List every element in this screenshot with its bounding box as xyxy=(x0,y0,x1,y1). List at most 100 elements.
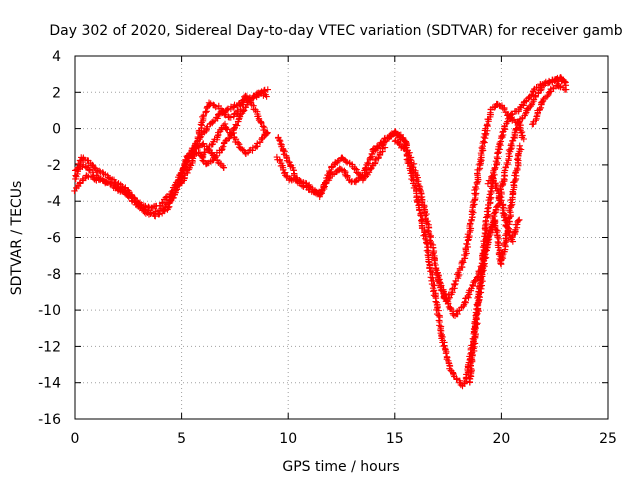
data-point xyxy=(543,93,551,100)
data-point xyxy=(508,140,515,148)
data-point xyxy=(468,367,476,374)
data-point xyxy=(202,108,209,116)
data-point xyxy=(474,300,482,307)
data-point xyxy=(232,136,240,143)
y-tick-label: -2 xyxy=(47,158,61,174)
data-point xyxy=(353,169,360,176)
data-point xyxy=(522,110,529,118)
data-point xyxy=(253,142,260,150)
data-point xyxy=(473,311,480,318)
data-point xyxy=(444,300,452,308)
data-point xyxy=(361,165,369,172)
data-point xyxy=(277,140,284,148)
data-point xyxy=(296,176,303,184)
data-point xyxy=(481,139,488,146)
series-sat-track-7 xyxy=(273,144,389,200)
data-point xyxy=(106,179,114,186)
y-tick-label: 4 xyxy=(52,49,61,65)
data-point xyxy=(242,92,249,100)
data-point xyxy=(233,122,241,129)
data-point xyxy=(528,92,535,99)
data-point xyxy=(199,157,206,164)
data-point xyxy=(401,138,408,145)
data-point xyxy=(475,308,482,315)
data-point xyxy=(263,93,270,100)
data-point xyxy=(224,126,231,133)
data-point xyxy=(471,328,478,335)
data-point xyxy=(471,186,478,194)
data-point xyxy=(473,179,481,186)
x-tick-label: 10 xyxy=(279,431,297,447)
data-point xyxy=(342,158,350,165)
data-point xyxy=(417,211,424,219)
data-point xyxy=(486,191,494,198)
data-point xyxy=(473,274,481,281)
data-point xyxy=(257,118,265,126)
data-point xyxy=(229,104,237,111)
data-point xyxy=(429,244,437,252)
data-point xyxy=(492,164,499,171)
data-point xyxy=(441,342,448,349)
data-point xyxy=(504,228,512,235)
data-point xyxy=(450,311,457,319)
data-point xyxy=(159,199,166,206)
series-sat-track-5 xyxy=(198,120,271,160)
data-point xyxy=(442,350,450,357)
y-tick-label: -4 xyxy=(47,194,61,210)
data-point xyxy=(516,142,523,150)
data-point xyxy=(405,160,412,167)
data-point xyxy=(337,165,344,173)
data-point xyxy=(288,177,295,184)
data-point xyxy=(327,169,334,176)
data-point xyxy=(506,205,513,213)
data-point xyxy=(423,210,430,218)
data-point xyxy=(169,192,176,199)
data-point xyxy=(527,102,534,110)
data-point xyxy=(264,129,271,136)
data-point xyxy=(258,119,265,127)
series-sat-track-12 xyxy=(484,172,523,245)
data-point xyxy=(221,120,229,128)
data-point xyxy=(73,173,80,180)
data-point xyxy=(160,207,168,214)
data-point xyxy=(511,229,518,236)
data-point xyxy=(212,153,219,161)
data-point xyxy=(482,131,489,139)
data-point xyxy=(205,145,212,153)
data-point xyxy=(423,239,430,247)
data-point xyxy=(518,115,526,122)
data-point xyxy=(488,173,495,180)
data-point xyxy=(517,146,525,153)
y-tick-label: -12 xyxy=(38,339,61,355)
data-point xyxy=(352,177,359,185)
data-point xyxy=(487,195,494,203)
data-point xyxy=(221,111,228,118)
data-point xyxy=(212,103,219,111)
data-point xyxy=(557,83,564,91)
data-point xyxy=(536,105,543,113)
data-point xyxy=(512,125,520,132)
data-point xyxy=(341,167,348,175)
data-point xyxy=(520,135,527,143)
grid xyxy=(75,56,608,419)
data-point xyxy=(240,107,248,114)
data-point xyxy=(220,143,227,150)
data-point xyxy=(494,149,501,157)
data-point xyxy=(515,217,522,224)
data-point xyxy=(96,167,103,175)
x-tick-label: 25 xyxy=(599,431,617,447)
data-point xyxy=(162,194,169,201)
x-tick-label: 5 xyxy=(177,431,186,447)
data-point xyxy=(403,156,411,163)
data-point xyxy=(426,237,434,244)
data-point xyxy=(95,176,103,183)
series-sat-track-11 xyxy=(466,142,525,386)
data-point xyxy=(155,211,163,218)
y-tick-label: -8 xyxy=(47,267,61,283)
data-point xyxy=(344,173,351,181)
data-point xyxy=(540,95,547,103)
data-point xyxy=(214,111,222,118)
data-point xyxy=(193,140,201,147)
data-point xyxy=(430,277,437,285)
data-point xyxy=(467,359,474,367)
